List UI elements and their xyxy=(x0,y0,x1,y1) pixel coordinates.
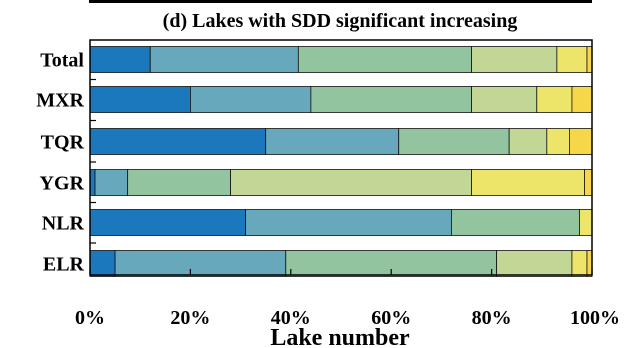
bar-segment-total-2 xyxy=(149,46,299,73)
category-labels: Total MXR TQR YGR NLR ELR xyxy=(36,50,96,276)
x-tick-label: 100% xyxy=(570,307,620,329)
category-label-tqr: TQR xyxy=(41,132,85,154)
bar-segment-elr-2 xyxy=(114,250,287,277)
bar-segment-total-1 xyxy=(89,46,151,73)
bar-segment-mxr-2 xyxy=(189,86,312,113)
category-label-ygr: YGR xyxy=(40,173,85,195)
bar-segment-ygr-3 xyxy=(127,169,231,196)
bar-segment-nlr-1 xyxy=(89,209,247,236)
chart-title: (d) Lakes with SDD significant increasin… xyxy=(163,10,518,32)
bar-segment-tqr-2 xyxy=(265,128,400,155)
plot-frame xyxy=(89,39,593,276)
bar-segment-tqr-6 xyxy=(569,128,593,155)
bar-segment-total-5 xyxy=(556,46,588,73)
bar-segment-ygr-2 xyxy=(94,169,129,196)
bar-segment-tqr-4 xyxy=(508,128,548,155)
x-tick-label: 20% xyxy=(170,307,210,329)
bar-segment-elr-5 xyxy=(571,250,588,277)
category-label-total: Total xyxy=(40,50,84,72)
bar-segment-ygr-6 xyxy=(584,169,593,196)
bars-group xyxy=(89,46,593,277)
x-tick-label: 80% xyxy=(472,307,512,329)
x-axis-ticks: 0% 20% 40% 60% 80% 100% xyxy=(75,269,620,329)
bar-segment-mxr-3 xyxy=(310,86,472,113)
bar-segment-mxr-1 xyxy=(89,86,191,113)
bar-segment-nlr-2 xyxy=(245,209,452,236)
category-label-mxr: MXR xyxy=(36,90,84,112)
bar-segment-total-3 xyxy=(297,46,472,73)
bar-segment-tqr-1 xyxy=(89,128,267,155)
bar-segment-mxr-4 xyxy=(471,86,538,113)
x-tick-label: 40% xyxy=(271,307,311,329)
bar-segment-tqr-3 xyxy=(398,128,510,155)
bar-segment-total-6 xyxy=(586,46,593,73)
bar-segment-elr-1 xyxy=(89,250,116,277)
bar-segment-mxr-6 xyxy=(571,86,593,113)
bar-segment-elr-6 xyxy=(586,250,593,277)
category-label-elr: ELR xyxy=(43,254,85,276)
bar-segment-ygr-1 xyxy=(89,169,96,196)
x-axis-title: Lake number xyxy=(270,325,410,348)
bar-segment-mxr-5 xyxy=(536,86,573,113)
bar-segment-elr-4 xyxy=(496,250,573,277)
bar-segment-ygr-4 xyxy=(230,169,472,196)
bar-segment-nlr-3 xyxy=(451,209,580,236)
bar-segment-tqr-5 xyxy=(546,128,570,155)
x-tick-label: 60% xyxy=(371,307,411,329)
x-tick-label: 0% xyxy=(75,307,105,329)
bar-segment-nlr-5 xyxy=(579,209,593,236)
top-frame-edge xyxy=(89,0,592,3)
category-label-nlr: NLR xyxy=(42,213,85,235)
bar-segment-ygr-5 xyxy=(471,169,585,196)
bar-segment-total-4 xyxy=(471,46,558,73)
